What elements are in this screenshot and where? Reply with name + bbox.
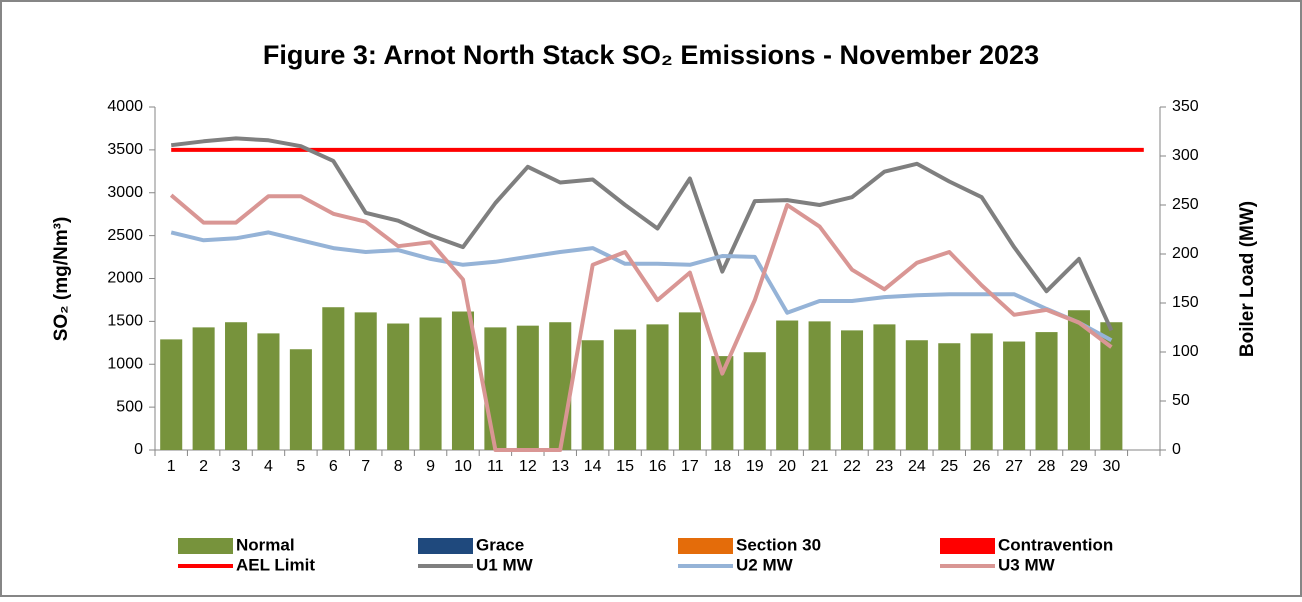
- bar: [225, 322, 248, 450]
- x-tick-label: 11: [487, 458, 504, 475]
- y-axis-label: SO₂ (mg/Nm³): [51, 217, 72, 342]
- bar: [905, 340, 928, 450]
- bar: [516, 325, 539, 450]
- bar: [938, 343, 961, 450]
- bar: [322, 307, 345, 450]
- y-tick-label: 2000: [107, 270, 143, 287]
- y-tick-label: 0: [134, 441, 143, 458]
- bar: [451, 311, 475, 450]
- y-tick-label: 1000: [107, 355, 143, 372]
- x-tick-label: 6: [329, 458, 338, 475]
- x-tick-label: 17: [681, 458, 699, 475]
- bar: [873, 324, 896, 450]
- x-tick-label: 18: [713, 458, 731, 475]
- legend-label: AEL Limit: [236, 555, 315, 574]
- bar: [1100, 322, 1123, 450]
- x-tick-label: 5: [296, 458, 305, 475]
- bar: [192, 327, 215, 450]
- legend-label: Normal: [236, 535, 295, 554]
- y-tick-label: 3000: [107, 184, 143, 201]
- x-tick-label: 28: [1038, 458, 1056, 475]
- y-tick-label: 4000: [107, 98, 143, 115]
- bar: [678, 312, 701, 450]
- x-tick-label: 26: [973, 458, 991, 475]
- x-tick-label: 7: [361, 458, 370, 475]
- bar: [646, 324, 669, 450]
- bar: [354, 312, 377, 450]
- x-tick-label: 9: [426, 458, 435, 475]
- x-tick-label: 24: [908, 458, 926, 475]
- bar: [614, 329, 637, 450]
- x-tick-label: 15: [616, 458, 634, 475]
- x-tick-label: 3: [232, 458, 241, 475]
- y2-tick-label: 50: [1172, 392, 1190, 409]
- bar: [289, 349, 312, 450]
- bar: [1035, 332, 1058, 450]
- legend-swatch: [418, 538, 473, 554]
- legend-label: Contravention: [998, 535, 1113, 554]
- y-tick-label: 1500: [107, 313, 143, 330]
- bar: [484, 327, 507, 450]
- bar: [970, 333, 993, 450]
- line-series: [170, 136, 1114, 332]
- x-tick-label: 23: [876, 458, 894, 475]
- x-tick-label: 29: [1070, 458, 1088, 475]
- y2-axis-label: Boiler Load (MW): [1237, 201, 1258, 357]
- x-tick-label: 25: [940, 458, 958, 475]
- bar: [160, 339, 183, 450]
- bar: [581, 340, 604, 450]
- x-tick-label: 14: [584, 458, 602, 475]
- y2-tick-label: 300: [1172, 147, 1199, 164]
- x-tick-label: 20: [778, 458, 796, 475]
- y2-tick-label: 150: [1172, 294, 1199, 311]
- bar: [776, 320, 799, 450]
- x-tick-label: 1: [167, 458, 176, 475]
- x-tick-label: 13: [551, 458, 569, 475]
- legend-label: Section 30: [736, 535, 821, 554]
- bar: [840, 330, 864, 450]
- bar: [1067, 310, 1090, 450]
- legend-swatch: [678, 538, 733, 554]
- x-tick-label: 10: [454, 458, 472, 475]
- bar: [549, 322, 572, 450]
- y2-tick-label: 200: [1172, 245, 1199, 262]
- y-tick-label: 2500: [107, 227, 143, 244]
- y2-tick-label: 350: [1172, 98, 1199, 115]
- x-tick-label: 19: [746, 458, 764, 475]
- bar: [257, 333, 280, 450]
- x-tick-label: 27: [1005, 458, 1023, 475]
- bar: [419, 317, 442, 450]
- bar: [1003, 341, 1026, 450]
- x-tick-label: 21: [811, 458, 829, 475]
- line-series: [170, 230, 1113, 342]
- x-tick-label: 22: [843, 458, 861, 475]
- bar: [743, 352, 766, 450]
- y2-tick-label: 100: [1172, 343, 1199, 360]
- legend-label: Grace: [476, 535, 524, 554]
- chart-title: Figure 3: Arnot North Stack SO₂ Emission…: [263, 40, 1039, 70]
- y-tick-label: 500: [116, 398, 143, 415]
- bar: [808, 321, 831, 450]
- x-tick-label: 16: [649, 458, 667, 475]
- bar: [387, 323, 410, 450]
- bar: [711, 356, 734, 450]
- legend-swatch: [940, 538, 995, 554]
- x-tick-label: 4: [264, 458, 273, 475]
- x-tick-label: 2: [199, 458, 208, 475]
- x-tick-label: 12: [519, 458, 537, 475]
- legend-label: U1 MW: [476, 555, 534, 574]
- legend-label: U3 MW: [998, 555, 1056, 574]
- line-series: [169, 193, 1113, 452]
- y2-tick-label: 250: [1172, 196, 1199, 213]
- y2-tick-label: 0: [1172, 441, 1181, 458]
- x-tick-label: 30: [1102, 458, 1120, 475]
- legend-label: U2 MW: [736, 555, 794, 574]
- x-tick-label: 8: [394, 458, 403, 475]
- legend-swatch: [178, 538, 233, 554]
- y-tick-label: 3500: [107, 141, 143, 158]
